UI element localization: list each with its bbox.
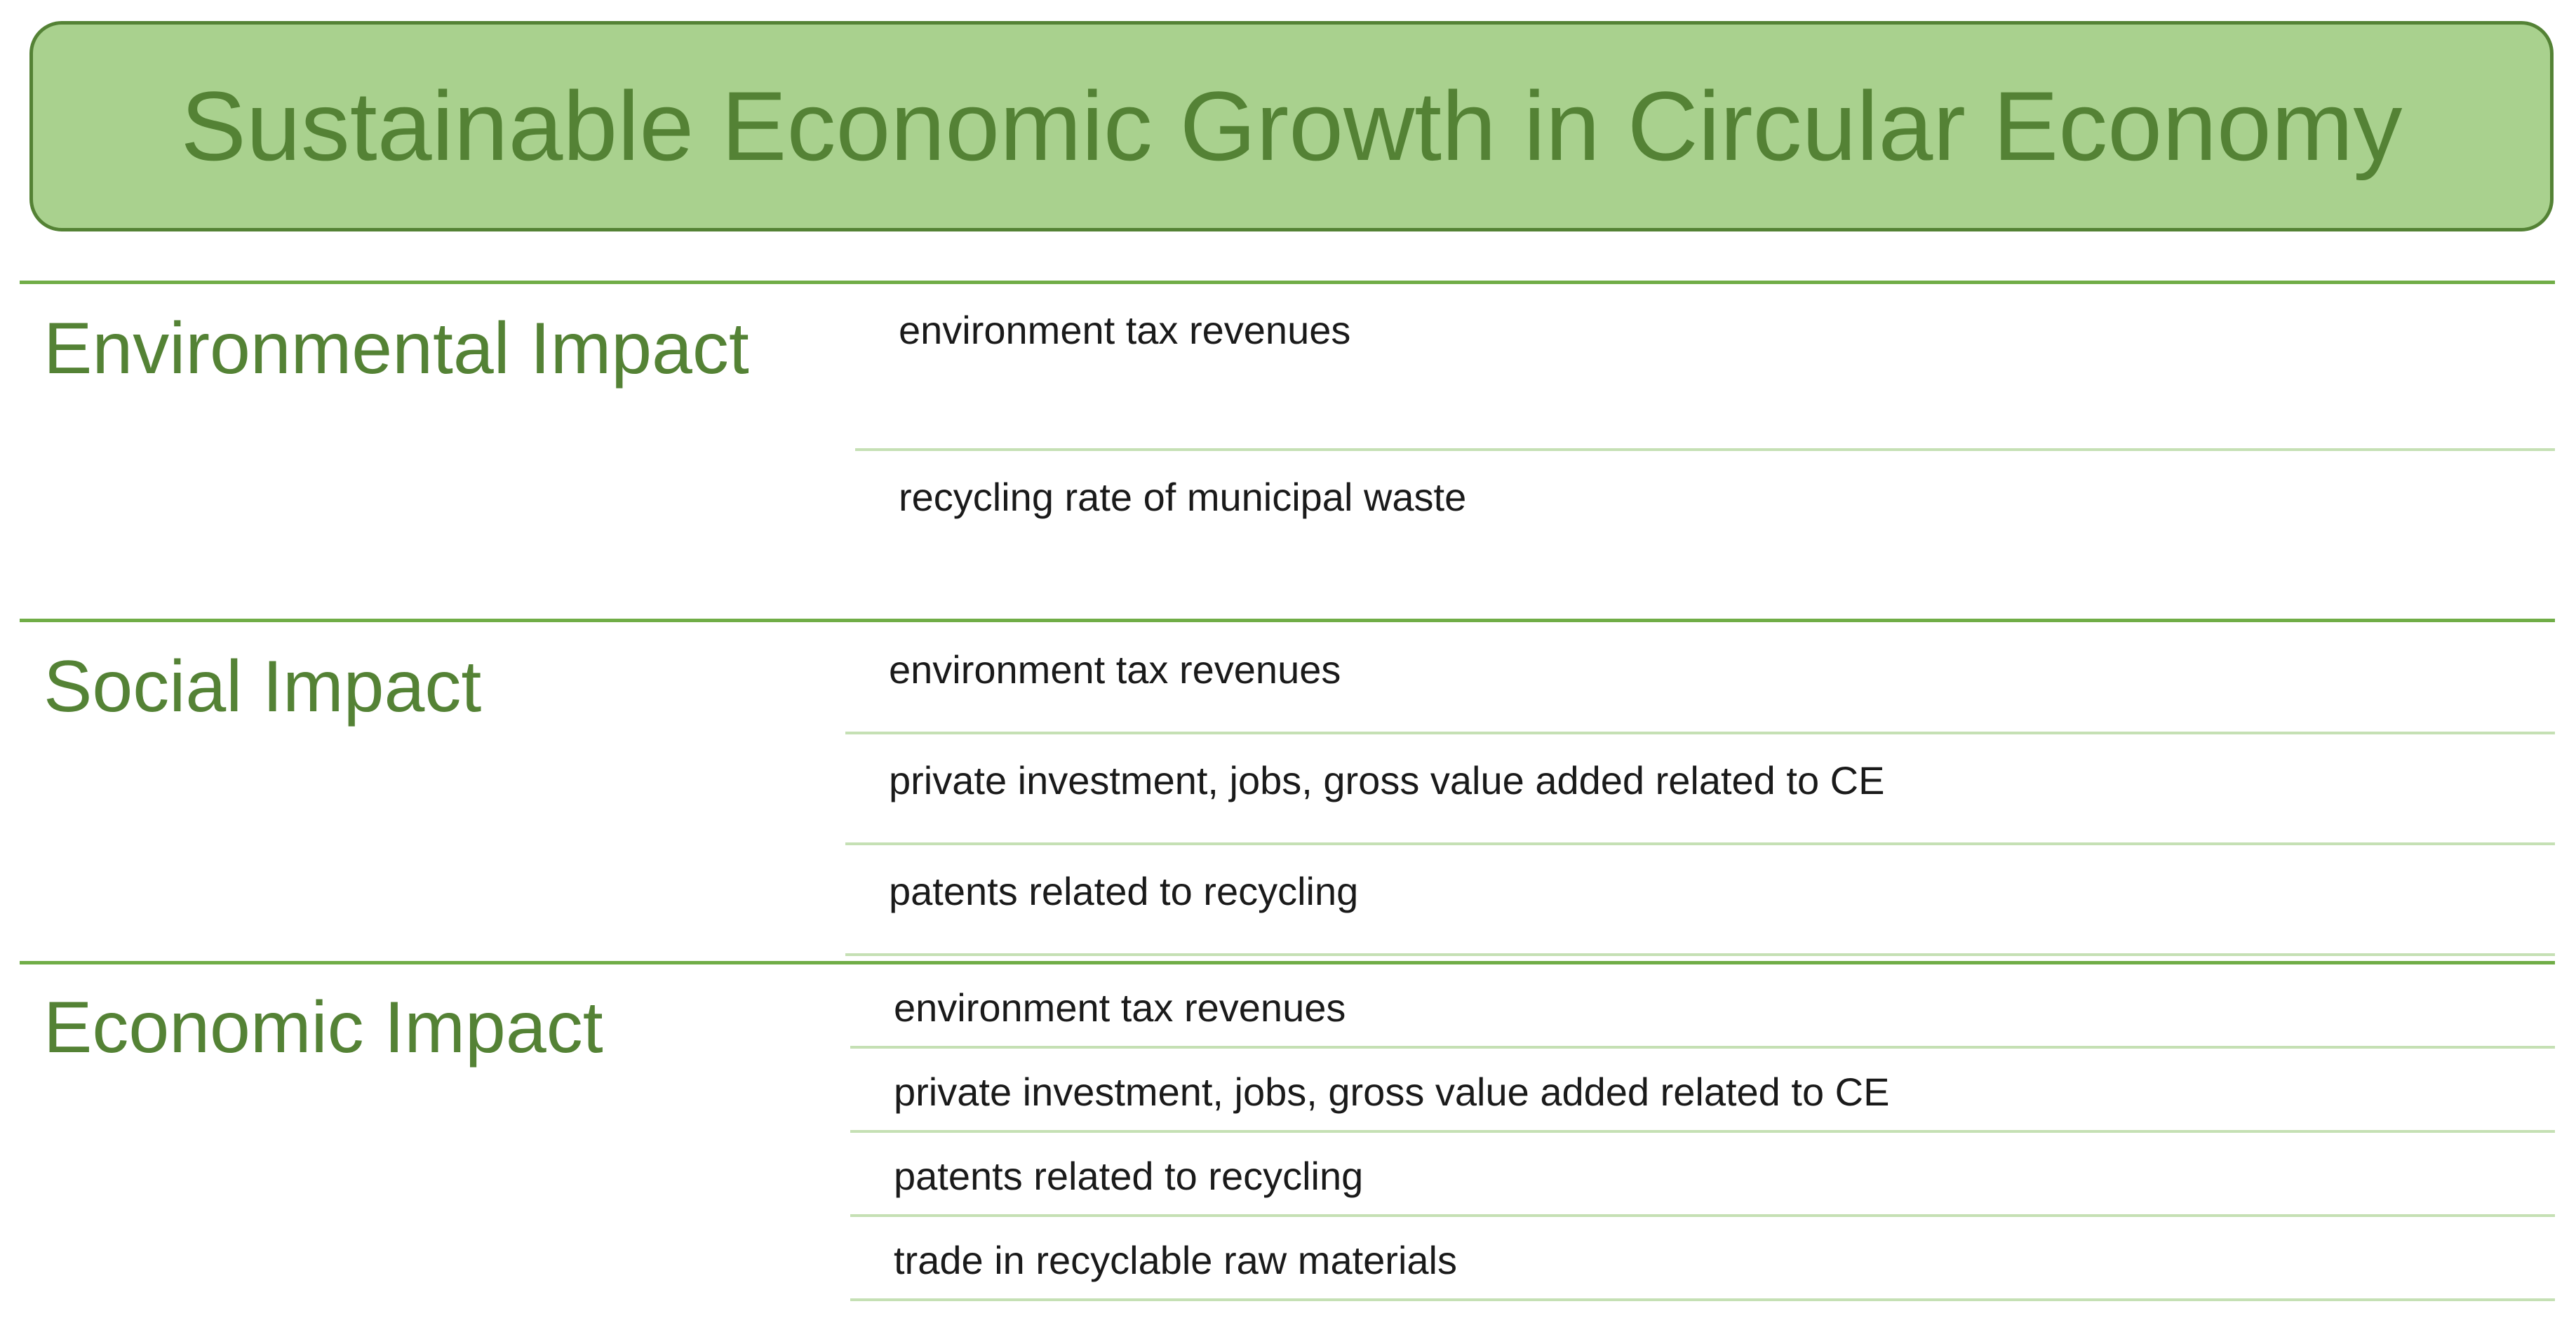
section-heading-economic: Economic Impact xyxy=(43,987,603,1068)
list-item: patents related to recycling xyxy=(845,845,2555,956)
section-heading-environmental: Environmental Impact xyxy=(43,308,749,389)
list-item: patents related to recycling xyxy=(850,1133,2555,1217)
economic-items: environment tax revenues private investm… xyxy=(850,964,2555,1301)
title-banner: Sustainable Economic Growth in Circular … xyxy=(29,21,2554,231)
list-item: environment tax revenues xyxy=(855,284,2555,451)
section-environmental-impact: Environmental Impact environment tax rev… xyxy=(20,281,2555,618)
list-item: environment tax revenues xyxy=(850,964,2555,1049)
list-item: private investment, jobs, gross value ad… xyxy=(845,734,2555,845)
section-economic-impact: Economic Impact environment tax revenues… xyxy=(20,961,2555,1301)
diagram-title: Sustainable Economic Growth in Circular … xyxy=(180,71,2403,181)
list-item: recycling rate of municipal waste xyxy=(899,475,1467,519)
social-items: environment tax revenues private investm… xyxy=(845,622,2555,956)
list-item: environment tax revenues xyxy=(845,622,2555,734)
list-item: trade in recyclable raw materials xyxy=(850,1217,2555,1301)
environmental-items: environment tax revenues recycling rate … xyxy=(855,284,2555,618)
section-social-impact: Social Impact environment tax revenues p… xyxy=(20,619,2555,960)
list-item: private investment, jobs, gross value ad… xyxy=(850,1049,2555,1133)
section-heading-social: Social Impact xyxy=(43,646,482,727)
